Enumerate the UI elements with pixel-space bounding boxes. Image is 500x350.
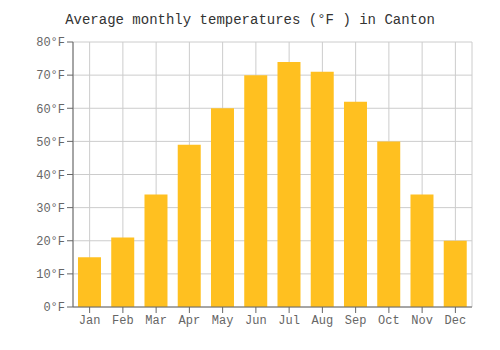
svg-text:Sep: Sep — [345, 314, 367, 328]
svg-text:60°F: 60°F — [36, 103, 65, 117]
svg-text:70°F: 70°F — [36, 69, 65, 83]
svg-text:May: May — [212, 314, 234, 328]
svg-text:10°F: 10°F — [36, 268, 65, 282]
svg-text:Oct: Oct — [378, 314, 400, 328]
svg-text:Apr: Apr — [179, 314, 201, 328]
svg-text:Dec: Dec — [445, 314, 467, 328]
svg-text:30°F: 30°F — [36, 202, 65, 216]
svg-text:Jan: Jan — [79, 314, 101, 328]
svg-text:Feb: Feb — [112, 314, 134, 328]
svg-text:Jul: Jul — [278, 314, 300, 328]
svg-text:Nov: Nov — [411, 314, 433, 328]
svg-text:Aug: Aug — [312, 314, 334, 328]
svg-text:20°F: 20°F — [36, 235, 65, 249]
svg-text:Mar: Mar — [145, 314, 167, 328]
svg-text:0°F: 0°F — [43, 301, 65, 315]
svg-text:Jun: Jun — [245, 314, 267, 328]
svg-text:50°F: 50°F — [36, 136, 65, 150]
svg-text:40°F: 40°F — [36, 169, 65, 183]
html-text:Average monthly temperatures (: Average monthly temperatures (°F ) in Ca… — [65, 12, 435, 28]
svg-text:80°F: 80°F — [36, 36, 65, 50]
